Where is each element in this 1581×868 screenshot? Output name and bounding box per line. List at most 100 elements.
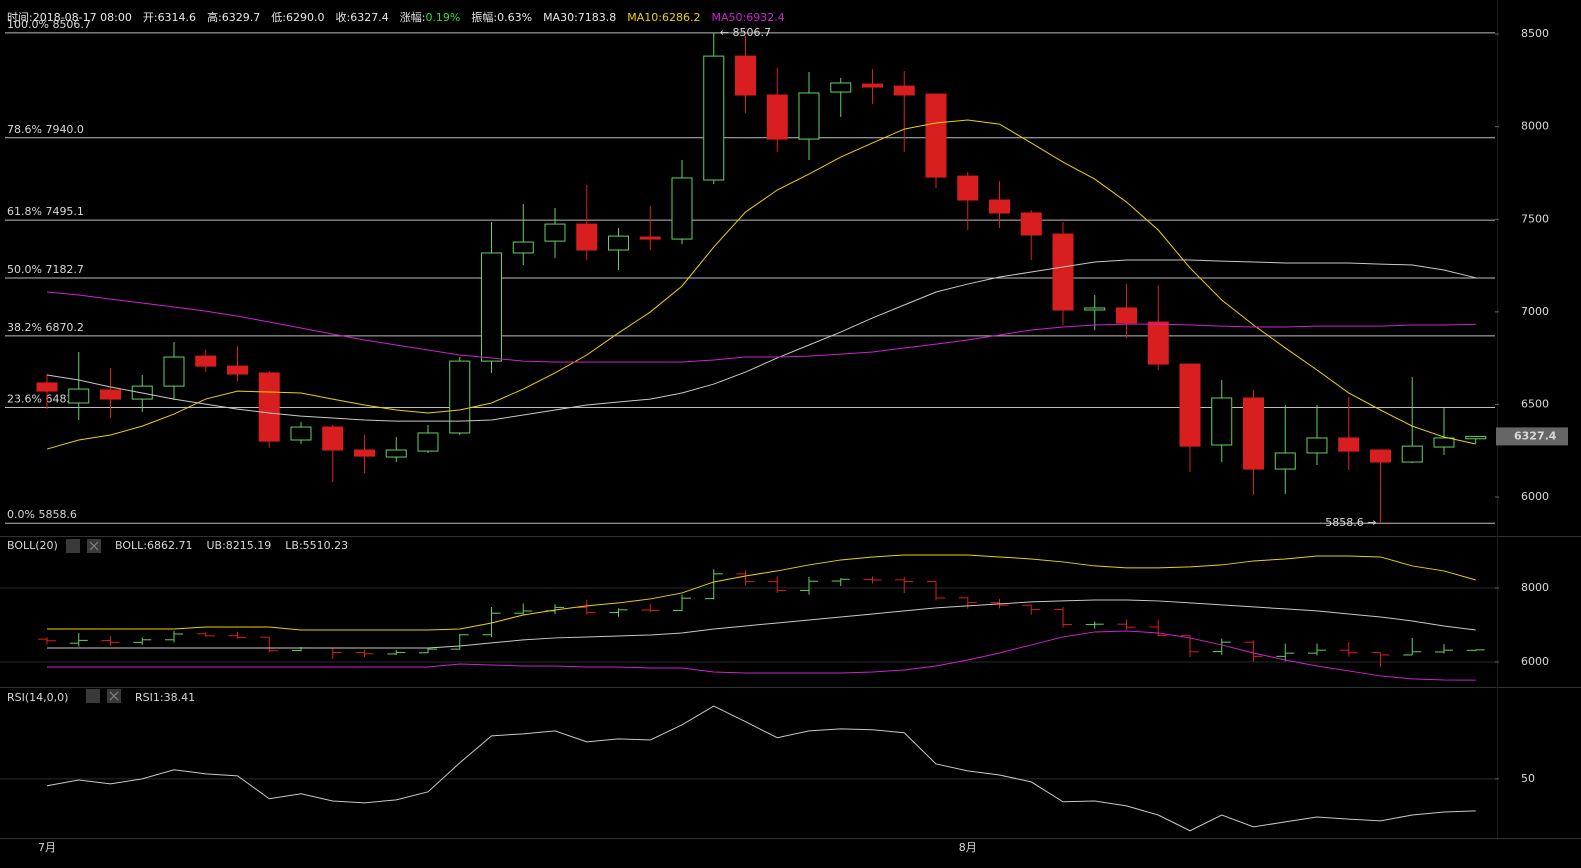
candle-body [957,175,979,201]
last-price-tag [1496,427,1568,446]
candle-body [1147,321,1169,365]
info-item: MA50:6932.4 [712,11,785,24]
info-value: 2018-08-17 08:00 [32,11,132,24]
candle-body [195,355,217,367]
candle-body [36,382,58,392]
indicator-line [46,291,1476,363]
settings-icon[interactable] [66,539,80,553]
info-value: 7183.8 [577,11,617,24]
legend-entry: UB:8215.19 [206,539,271,552]
indicator-line [47,630,1476,681]
legend-entry: BOLL:6862.71 [115,539,192,552]
candle-body [1401,445,1423,463]
info-item: 振幅:0.63% [471,11,532,24]
info-item: 低:6290.0 [271,11,324,24]
y-tick-label: 8500 [1521,27,1549,40]
fib-label: 23.6% 6483.6 [7,392,84,405]
candle-body [862,83,883,88]
info-label: 低: [271,11,286,24]
candle-body [735,55,756,96]
candle-body [1211,397,1233,446]
info-item: 时间:2018-08-17 08:00 [7,11,132,24]
indicator-line [46,119,1476,450]
info-label: 收: [335,11,351,24]
candle-body [1243,397,1264,470]
fib-label: 0.0% 5858.6 [7,508,77,521]
candle-body [1370,449,1391,463]
candle-body [893,85,915,96]
candle-body [703,55,725,181]
close-glyph [109,691,119,701]
candle-body [1465,435,1487,440]
info-label: 高: [207,11,222,24]
candle-body [227,365,248,375]
y-tick-label: 8000 [1521,581,1549,594]
y-tick-label: 6000 [1521,655,1549,668]
info-value: 0.19% [425,11,461,24]
info-item: 涨幅:0.19% [400,11,461,24]
candle-body [1020,212,1042,236]
info-value: 0.63% [497,11,533,24]
y-tick-label: 7000 [1521,305,1549,318]
fib-label: 61.8% 7495.1 [7,205,84,218]
fib-label: 38.2% 6870.2 [7,321,84,334]
legend-entry: LB:5510.23 [285,539,348,552]
candle-body [385,449,407,458]
info-value: 6314.6 [157,11,197,24]
indicator-line [46,259,1476,422]
indicator-line [47,599,1476,649]
candle-body [1306,437,1328,454]
panel-title: BOLL(20) [7,539,58,552]
info-label: 时间: [7,11,33,24]
legend-entry: RSI1:38.41 [135,691,195,704]
candle-body [608,235,629,251]
settings-icon[interactable] [86,689,100,703]
y-tick-label: 6000 [1521,490,1549,503]
info-label: 开: [142,11,158,24]
min-annotation: 5858.6 → [1325,516,1376,529]
candle-body [766,94,788,140]
info-label: 涨幅: [399,11,426,24]
candle-body [258,372,280,442]
candle-body [830,82,852,93]
candle-body [290,426,312,441]
info-value: 6286.2 [662,11,701,24]
candle-body [639,236,661,240]
x-tick-label: 7月 [38,841,56,854]
info-label: MA30: [543,11,578,24]
candle-body [671,177,693,240]
candle-body [1338,437,1360,452]
x-tick-label: 8月 [959,841,977,854]
candle-body [417,432,439,452]
info-item: MA10:6286.2 [627,11,700,24]
info-item: 开:6314.6 [143,11,196,24]
info-value: 6290.0 [286,11,325,24]
close-glyph [89,541,99,551]
info-label: 振幅: [471,11,498,24]
candle-body [1274,452,1296,470]
indicator-line [46,705,1476,832]
y-tick-label: 7500 [1521,212,1549,225]
candle-body [163,356,185,387]
candle-body [354,449,375,457]
panel-title: RSI(14,0,0) [7,691,68,704]
candle-body [100,389,121,400]
y-tick-label: 8000 [1521,120,1549,133]
fib-label: 50.0% 7182.7 [7,263,84,276]
last-price-label: 6327.4 [1514,429,1557,442]
candle-body [798,92,820,140]
info-label: MA50: [711,11,747,24]
candle-body [1052,233,1074,311]
info-label: MA10: [627,11,662,24]
y-tick-label: 50 [1521,772,1535,785]
info-item: 收:6327.4 [336,11,389,24]
candle-body [1116,307,1137,324]
candle-body [544,223,566,242]
fib-label: 78.6% 7940.0 [7,123,84,136]
candle-body [1433,437,1455,448]
candle-body [68,388,90,404]
info-value: 6327.4 [350,11,389,24]
candle-body [322,426,344,451]
